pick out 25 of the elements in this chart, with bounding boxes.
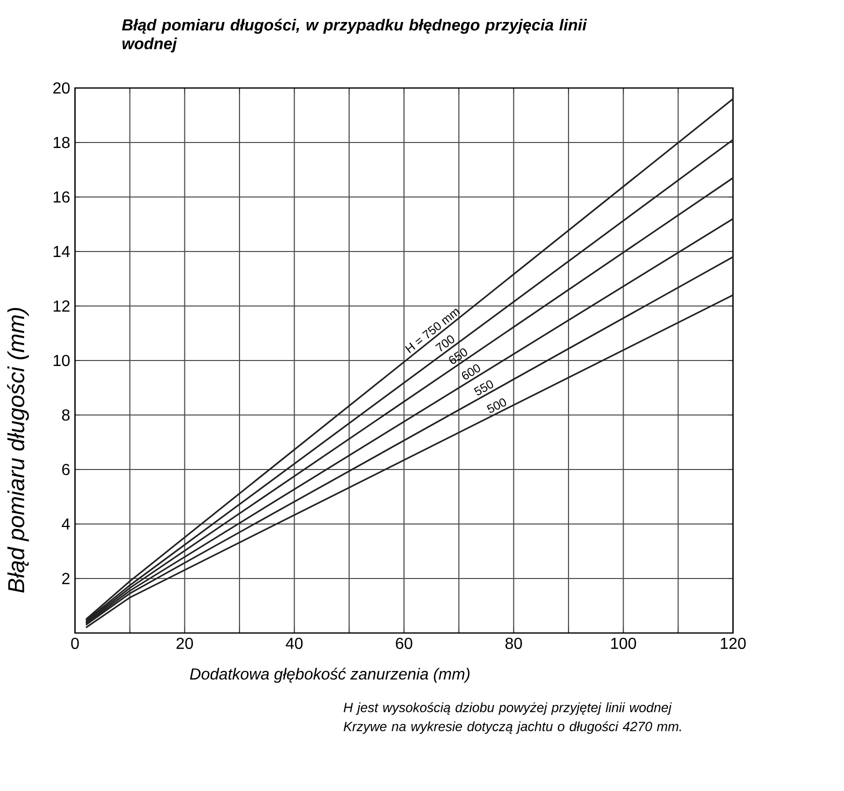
- text: Krzywe na wykresie dotyczą jachtu o długości 4270 mm.: [344, 721, 681, 734]
- x-tick-label: 20: [176, 638, 193, 650]
- text: H jest wysokością dziobu powyżej przyjętej linii wodnej: [344, 702, 672, 715]
- x-tick-label: 120: [720, 638, 746, 650]
- y-tick-label: 2: [62, 572, 70, 584]
- y-tick-label: 20: [53, 82, 70, 94]
- y-tick-label: 16: [54, 191, 70, 203]
- y-tick-label: 12: [54, 300, 70, 312]
- y-tick-label: 10: [54, 354, 70, 366]
- y-tick-label: 18: [54, 136, 70, 148]
- x-tick-label: 40: [286, 638, 303, 650]
- text: 500: [486, 398, 506, 413]
- x-tick-label: 0: [71, 638, 79, 650]
- text: 550: [474, 380, 494, 396]
- y-tick-label: 6: [62, 464, 70, 476]
- y-tick-label: 8: [62, 409, 70, 421]
- x-tick-label: 60: [396, 638, 412, 650]
- chart-title: Błąd pomiaru długości, w przypadku błędnego przyjęcia linii wodnej: [122, 18, 587, 52]
- x-axis-title: Dodatkowa głębokość zanurzenia (mm): [190, 668, 470, 683]
- y-tick-label: 14: [54, 246, 70, 257]
- text: 600: [462, 364, 480, 380]
- y-axis-title: Błąd pomiaru długości (mm): [7, 308, 29, 593]
- x-tick-label: 80: [505, 638, 522, 650]
- x-tick-label: 100: [611, 638, 636, 650]
- y-tick-label: 4: [62, 518, 70, 530]
